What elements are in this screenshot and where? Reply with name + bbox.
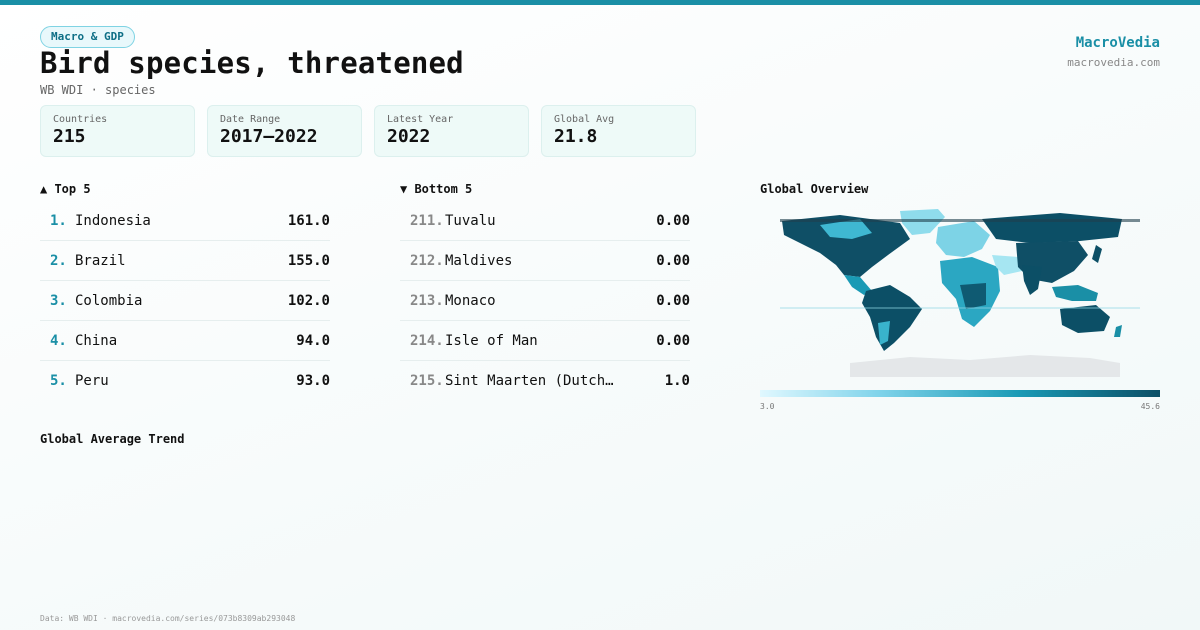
stat-value: 21.8 [554,126,598,147]
region-central-america [844,275,872,295]
rank-number: 4. [50,332,67,349]
stat-card-latest-year: Latest Year 2022 [374,105,529,157]
top-accent-bar [0,0,1200,5]
scale-max-label: 45.6 [1140,402,1160,411]
region-canada-east [820,219,872,239]
brand-logo[interactable]: MacroVedia [1075,35,1160,51]
list-item[interactable]: 1. Indonesia 161.0 [40,201,330,241]
trend-heading: Global Average Trend [40,432,185,446]
world-choropleth-map[interactable] [760,205,1160,380]
stat-card-date-range: Date Range 2017–2022 [207,105,362,157]
country-value: 0.00 [656,292,690,309]
region-south-america-south [878,321,890,345]
country-name: Colombia [75,292,143,309]
stat-card-global-avg: Global Avg 21.8 [541,105,696,157]
list-item[interactable]: 214. Isle of Man 0.00 [400,321,690,361]
country-value: 93.0 [296,373,330,389]
country-name: Indonesia [75,212,151,229]
bottom5-heading: ▼ Bottom 5 [400,182,473,196]
country-name: Monaco [445,292,496,309]
rank-number: 1. [50,212,67,229]
list-item[interactable]: 4. China 94.0 [40,321,330,361]
color-scale-bar [760,390,1160,397]
list-item[interactable]: 5. Peru 93.0 [40,361,330,401]
list-item[interactable]: 215. Sint Maarten (Dutch part) 1.0 [400,361,690,401]
country-name: Isle of Man [445,332,538,349]
country-name: Brazil [75,252,126,269]
country-value: 155.0 [287,252,330,269]
country-name: Sint Maarten (Dutch part) [445,373,620,389]
region-australia [1060,305,1110,333]
country-value: 0.00 [656,212,690,229]
rank-number: 5. [50,373,67,389]
brand-url[interactable]: macrovedia.com [1067,56,1160,69]
list-item[interactable]: 2. Brazil 155.0 [40,241,330,281]
world-map-svg [780,209,1140,377]
rank-number: 2. [50,252,67,269]
stat-label: Latest Year [387,114,454,125]
region-new-zealand [1114,325,1122,337]
list-item[interactable]: 211. Tuvalu 0.00 [400,201,690,241]
rank-number: 213. [410,292,444,309]
stat-card-countries: Countries 215 [40,105,195,157]
country-name: Maldives [445,252,513,269]
country-value: 161.0 [287,212,330,229]
region-antarctica [850,355,1120,377]
stat-label: Global Avg [554,114,615,125]
map-heading: Global Overview [760,182,869,196]
stat-value: 2022 [387,126,431,147]
rank-number: 215. [410,373,444,389]
rank-number: 212. [410,252,444,269]
region-north-asia [982,213,1122,243]
region-africa-central [960,283,986,309]
list-item[interactable]: 3. Colombia 102.0 [40,281,330,321]
rank-number: 211. [410,212,444,229]
page-title: Bird species, threatened [40,46,464,80]
stat-value: 215 [53,126,86,147]
top5-list: 1. Indonesia 161.0 2. Brazil 155.0 3. Co… [40,201,330,401]
country-name: Tuvalu [445,212,496,229]
country-name: China [75,332,118,349]
region-middle-east [992,255,1022,275]
stat-value: 2017–2022 [220,126,318,147]
page-subtitle: WB WDI · species [40,83,156,97]
top5-heading: ▲ Top 5 [40,182,91,196]
stat-label: Countries [53,114,108,125]
region-southeast-asia [1052,285,1098,301]
country-value: 1.0 [664,373,690,389]
country-value: 0.00 [656,252,690,269]
scale-min-label: 3.0 [760,402,775,411]
country-name: Peru [75,373,109,389]
region-south-america [862,285,922,351]
footer-source: Data: WB WDI · macrovedia.com/series/073… [40,614,296,623]
category-badge[interactable]: Macro & GDP [40,26,135,48]
list-item[interactable]: 212. Maldives 0.00 [400,241,690,281]
list-item[interactable]: 213. Monaco 0.00 [400,281,690,321]
country-value: 94.0 [296,332,330,349]
country-value: 0.00 [656,332,690,349]
region-india [1022,265,1042,295]
region-japan [1092,245,1102,263]
region-north-america [782,215,910,277]
bottom5-list: 211. Tuvalu 0.00 212. Maldives 0.00 213.… [400,201,690,401]
country-value: 102.0 [287,292,330,309]
rank-number: 214. [410,332,444,349]
stat-label: Date Range [220,114,281,125]
rank-number: 3. [50,292,67,309]
region-europe [936,221,990,257]
arctic-band [780,219,1140,222]
